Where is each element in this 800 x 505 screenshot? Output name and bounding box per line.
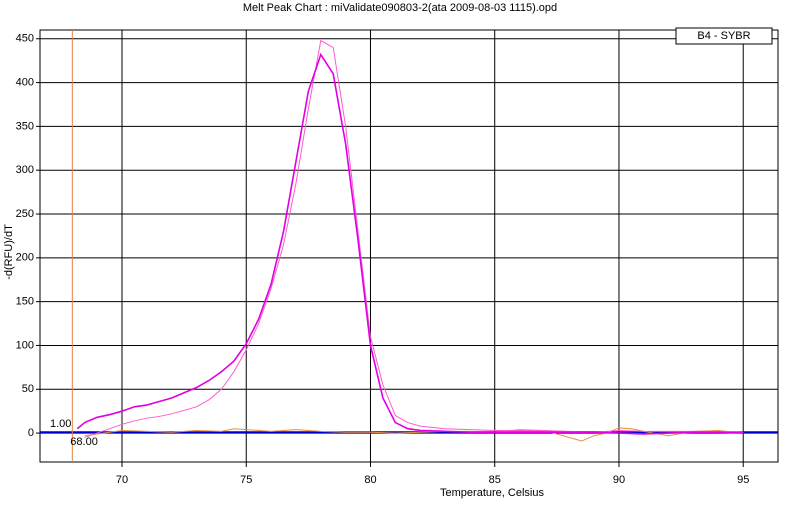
y-tick-label: 250 <box>16 208 34 220</box>
series-line <box>84 427 744 442</box>
y-axis-label: -d(RFU)/dT <box>3 224 15 280</box>
y-tick-label: 350 <box>16 120 34 132</box>
legend-label: B4 - SYBR <box>697 30 750 42</box>
x-tick-label: 90 <box>613 474 625 486</box>
chart-title: Melt Peak Chart : miValidate090803-2(ata… <box>243 2 557 14</box>
series-line <box>76 52 744 435</box>
x-tick-label: 75 <box>240 474 252 486</box>
series-line <box>84 39 744 438</box>
y-tick-label: 50 <box>22 383 34 395</box>
y-tick-label: 200 <box>16 252 34 264</box>
x-tick-label: 95 <box>737 474 749 486</box>
plot-border <box>39 29 779 463</box>
y-tick-label: 450 <box>16 33 34 45</box>
y-tick-label: 100 <box>16 339 34 351</box>
y-tick-label: 300 <box>16 164 34 176</box>
begin-marker-label: 68.00 <box>70 436 98 448</box>
y-tick-label: 0 <box>28 427 34 439</box>
y-tick-label: 150 <box>16 296 34 308</box>
x-tick-label: 80 <box>364 474 376 486</box>
x-axis-label: Temperature, Celsius <box>440 487 544 499</box>
threshold-label: 1.00 <box>50 418 71 430</box>
y-tick-label: 400 <box>16 76 34 88</box>
x-tick-label: 85 <box>489 474 501 486</box>
x-tick-label: 70 <box>116 474 128 486</box>
legend-box <box>675 27 773 45</box>
